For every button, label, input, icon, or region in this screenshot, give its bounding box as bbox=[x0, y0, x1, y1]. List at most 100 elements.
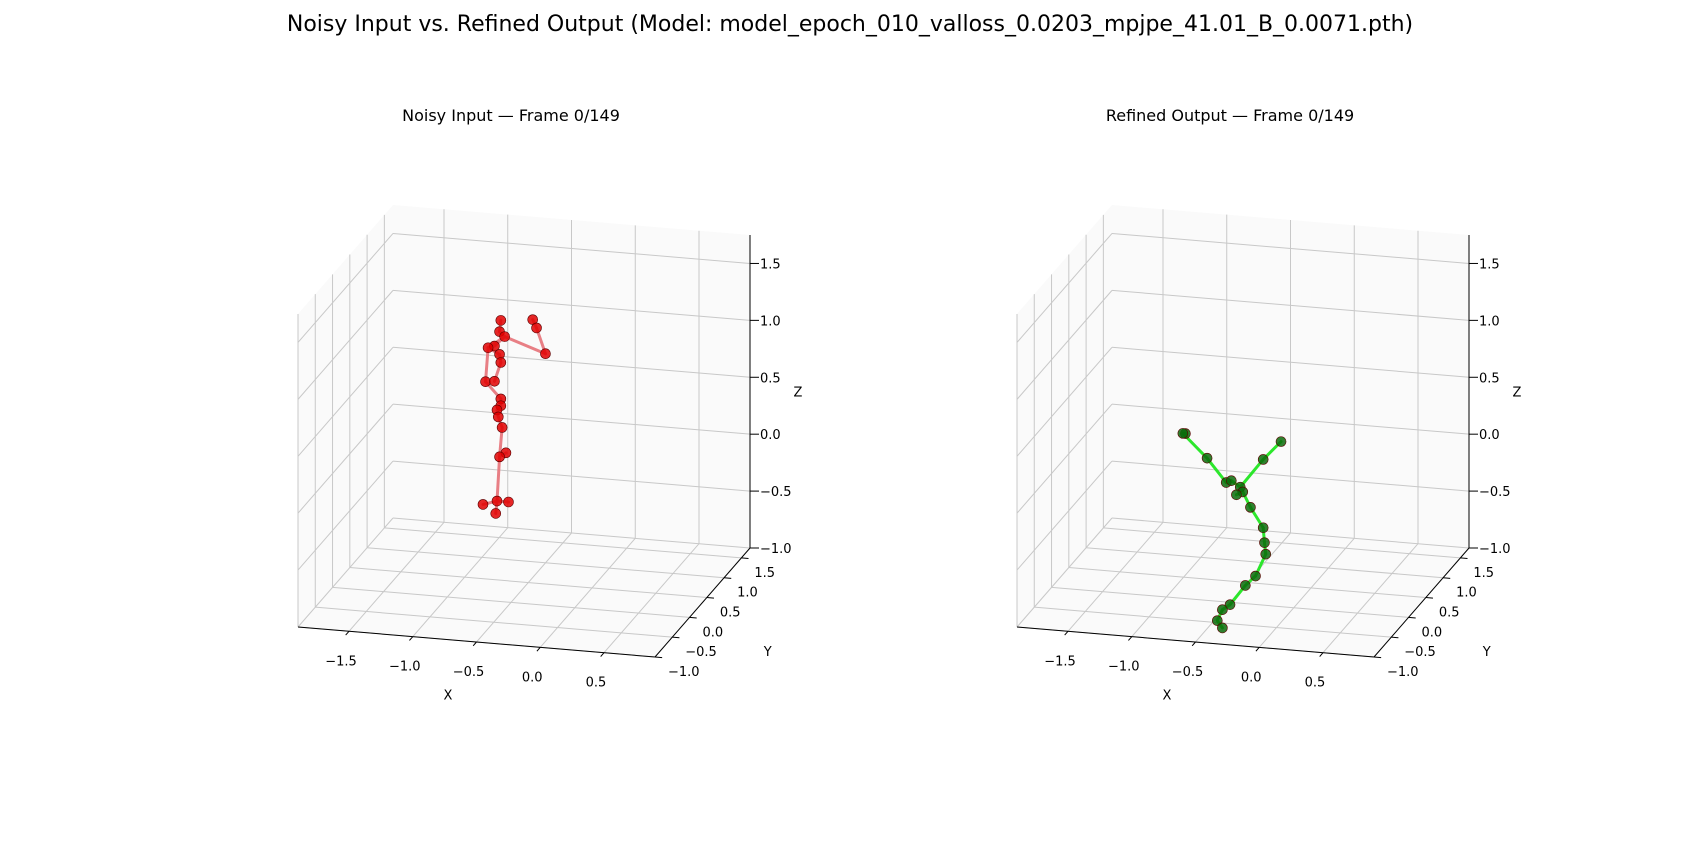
grid-line bbox=[1016, 233, 1113, 343]
y-axis-line bbox=[1373, 547, 1470, 658]
grid-line bbox=[392, 289, 751, 321]
grid-line bbox=[1016, 460, 1113, 571]
z-tick-label: 1.0 bbox=[760, 314, 781, 329]
y-tick-label: 1.0 bbox=[1456, 586, 1477, 601]
x-tick-mark bbox=[1191, 641, 1196, 647]
grid-line bbox=[1111, 289, 1470, 321]
y-tick-label: 1.5 bbox=[1473, 566, 1494, 581]
skeleton-joint bbox=[495, 357, 507, 368]
grid-line bbox=[1322, 543, 1419, 654]
skeleton-joint bbox=[1259, 537, 1270, 548]
skeleton-joint bbox=[1211, 615, 1223, 626]
y-axis-line bbox=[654, 547, 751, 658]
x-tick-label: −1.5 bbox=[1044, 654, 1076, 669]
skeleton-bone bbox=[484, 346, 490, 384]
skeleton-joint bbox=[496, 422, 508, 433]
skeleton-joint bbox=[494, 451, 505, 463]
y-tick-mark bbox=[1460, 557, 1468, 560]
skeleton-bone bbox=[503, 335, 547, 356]
skeleton-joint bbox=[503, 496, 514, 508]
skeleton-joint bbox=[1201, 452, 1213, 464]
grid-line bbox=[349, 567, 707, 599]
x-tick-label: 0.5 bbox=[1305, 676, 1326, 691]
figure-title: Noisy Input vs. Refined Output (Model: m… bbox=[286, 12, 1414, 37]
z-tick-label: 1.5 bbox=[1479, 257, 1500, 272]
skeleton-joint bbox=[1260, 548, 1272, 560]
grid-line bbox=[1016, 517, 1113, 628]
skeleton-joint bbox=[489, 376, 500, 387]
x-tick-mark bbox=[1255, 647, 1260, 652]
y-tick-mark bbox=[1391, 636, 1399, 639]
y-tick-label: 0.0 bbox=[1422, 625, 1443, 640]
grid-line bbox=[1111, 460, 1470, 492]
refined-output-title: Refined Output — Frame 0/149 bbox=[1106, 106, 1354, 125]
y-tick-label: 1.0 bbox=[737, 586, 758, 601]
skeleton-joint bbox=[480, 376, 491, 387]
skeleton-joint bbox=[1250, 570, 1261, 582]
z-tick-label: −0.5 bbox=[1479, 485, 1511, 500]
z-tick-label: 0.5 bbox=[1479, 371, 1500, 386]
skeleton-joint bbox=[1231, 489, 1242, 501]
grid-line bbox=[1103, 527, 1461, 559]
skeleton-joint bbox=[492, 411, 504, 423]
x-tick-mark bbox=[1319, 652, 1324, 657]
axis-pane-2 bbox=[1017, 205, 1112, 627]
x-tick-label: −0.5 bbox=[453, 665, 485, 680]
y-tick-mark bbox=[654, 656, 663, 659]
skeleton-joint bbox=[491, 495, 503, 507]
x-tick-mark bbox=[409, 636, 414, 641]
grid-line bbox=[392, 346, 751, 378]
z-tick-label: −1.0 bbox=[1479, 542, 1511, 557]
y-tick-label: 0.0 bbox=[703, 625, 724, 640]
x-tick-label: −1.0 bbox=[389, 660, 421, 675]
x-tick-mark bbox=[1128, 636, 1133, 641]
z-tick-label: 1.5 bbox=[760, 257, 781, 272]
skeleton-joint bbox=[1245, 502, 1256, 513]
skeleton-joint bbox=[1224, 599, 1236, 610]
grid-line bbox=[384, 527, 742, 559]
grid-line bbox=[1111, 403, 1470, 435]
skeleton-joint bbox=[482, 342, 494, 354]
x-axis-label: X bbox=[443, 689, 452, 704]
y-tick-label: −0.5 bbox=[1404, 645, 1436, 660]
noisy-input-title: Noisy Input — Frame 0/149 bbox=[402, 106, 620, 125]
grid-line bbox=[1131, 527, 1228, 637]
grid-line bbox=[1016, 346, 1113, 457]
grid-line bbox=[1111, 232, 1470, 264]
grid-line bbox=[1258, 538, 1355, 648]
skeleton-joint bbox=[1217, 622, 1228, 634]
y-tick-label: 0.5 bbox=[1439, 606, 1460, 621]
grid-line bbox=[392, 460, 751, 492]
grid-line bbox=[1111, 517, 1470, 549]
y-tick-label: 1.5 bbox=[754, 566, 775, 581]
grid-line bbox=[603, 543, 700, 654]
y-axis-label: Y bbox=[763, 645, 772, 660]
y-tick-mark bbox=[689, 616, 697, 619]
skeleton-joint bbox=[1257, 522, 1269, 534]
grid-line bbox=[297, 403, 394, 514]
z-tick-label: 0.5 bbox=[760, 371, 781, 386]
noisy-input-panel: −1.5 −1.0 −0.5 0.0 0.5 −1.0 −0.5 0.0 0.5 1.0 1.5 −1… bbox=[297, 106, 803, 704]
x-tick-label: −1.0 bbox=[1108, 660, 1140, 675]
y-tick-label: 0.5 bbox=[720, 606, 741, 621]
x-tick-mark bbox=[472, 641, 477, 647]
x-tick-label: 0.0 bbox=[1241, 670, 1262, 685]
y-tick-mark bbox=[741, 557, 749, 560]
skeleton-joint bbox=[490, 508, 502, 519]
z-tick-label: 0.0 bbox=[760, 428, 781, 443]
y-tick-mark bbox=[724, 577, 732, 579]
z-axis-label: Z bbox=[794, 386, 803, 401]
z-tick-label: −1.0 bbox=[760, 542, 792, 557]
x-tick-label: 0.5 bbox=[586, 676, 607, 691]
grid-line bbox=[297, 517, 394, 628]
grid-line bbox=[476, 532, 572, 643]
grid-line bbox=[367, 547, 725, 579]
z-tick-label: 1.0 bbox=[1479, 314, 1500, 329]
skeleton-bone bbox=[1238, 457, 1265, 489]
x-tick-mark bbox=[1064, 630, 1069, 636]
skeleton-bone bbox=[495, 455, 502, 503]
y-tick-label: −0.5 bbox=[685, 645, 717, 660]
skeleton-joint bbox=[1240, 580, 1251, 591]
skeleton-joint bbox=[477, 499, 489, 510]
x-tick-label: 0.0 bbox=[522, 670, 543, 685]
